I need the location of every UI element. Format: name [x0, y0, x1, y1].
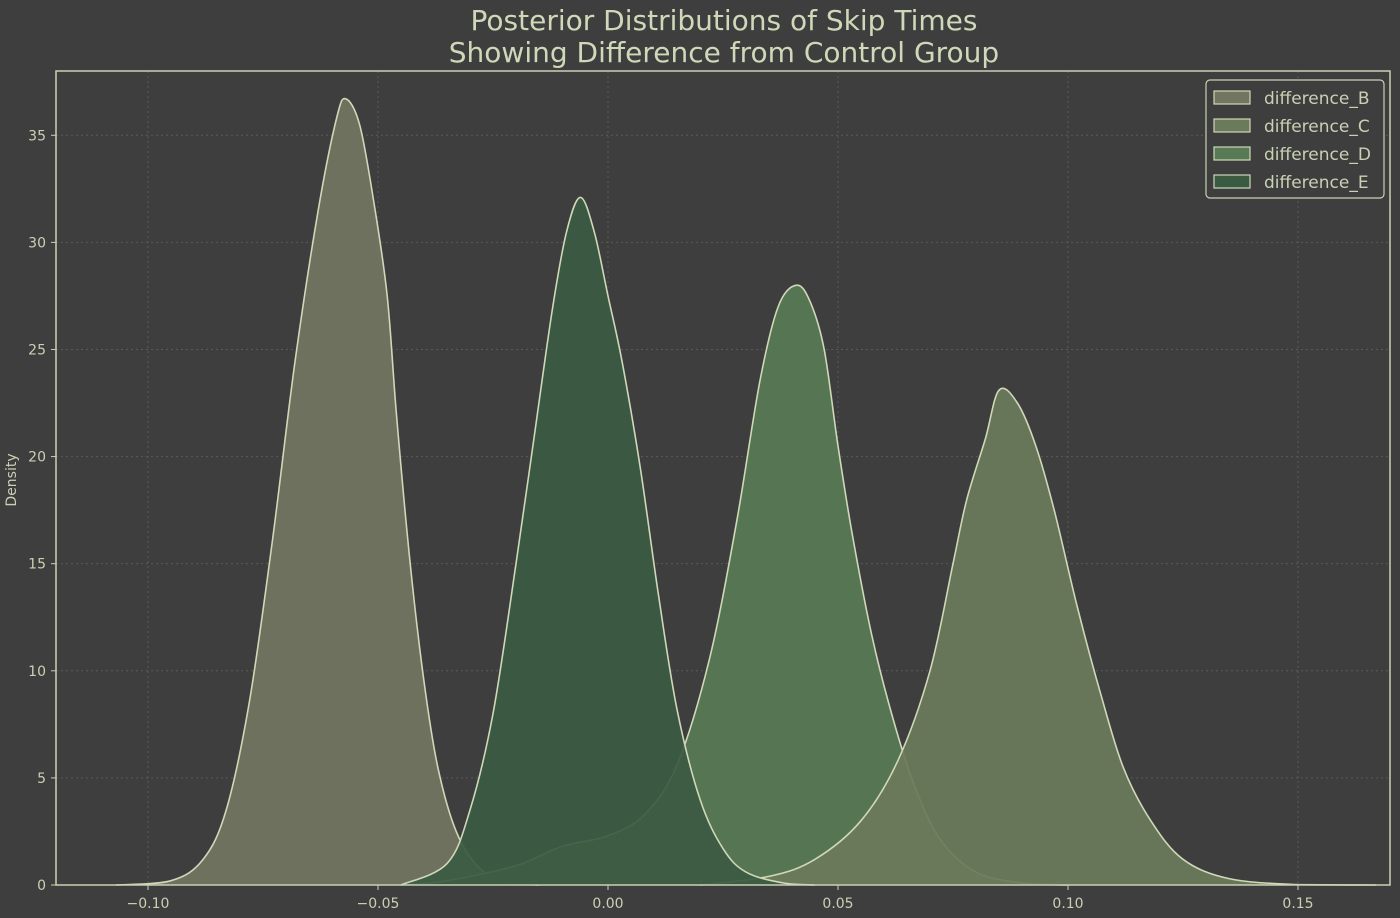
- y-tick-label: 5: [37, 771, 46, 787]
- y-tick-label: 15: [28, 557, 46, 573]
- legend-swatch-difference-e: [1213, 174, 1251, 189]
- y-tick-label: 0: [37, 878, 46, 894]
- y-tick-label: 20: [28, 450, 46, 466]
- line-difference-c: [699, 387, 1377, 886]
- legend-swatch-difference-d: [1213, 146, 1251, 161]
- y-tick-label: 25: [28, 342, 46, 358]
- y-tick-label: 35: [28, 128, 46, 144]
- chart-title-line-2: Showing Difference from Control Group: [449, 36, 999, 69]
- legend: difference_B difference_C difference_Ddiff…: [1205, 79, 1385, 199]
- x-tick-label: 0.10: [1052, 896, 1083, 912]
- y-tick-label: 10: [28, 664, 46, 680]
- legend-label-difference-e: difference_E: [1264, 173, 1369, 193]
- legend-swatch-difference-b: [1213, 90, 1251, 105]
- area-difference-c: [700, 388, 1377, 885]
- x-tick-label: 0.00: [592, 896, 623, 912]
- y-tick-label: 30: [28, 235, 46, 251]
- x-tick-label: 0.05: [822, 896, 853, 912]
- area-difference-b: [115, 98, 540, 885]
- legend-box: [1205, 79, 1385, 199]
- legend-swatch-difference-c: [1213, 118, 1251, 133]
- axis-ticks: −0.10 −0.05 0.00 0.05 0.10 0.15 0 5 10 15 20 25 30 35: [28, 128, 1313, 912]
- area-difference-d: [401, 285, 1068, 886]
- y-axis-label: Density: [4, 453, 20, 506]
- chart-title-line-1: Posterior Distributions of Skip Times: [471, 4, 978, 37]
- series-layer: [115, 97, 1377, 886]
- legend-label-difference-c: difference_C: [1264, 117, 1370, 137]
- line-difference-b: [115, 97, 540, 886]
- x-tick-label: −0.05: [357, 896, 400, 912]
- x-tick-label: −0.10: [127, 896, 170, 912]
- legend-label-difference-d: difference_D: [1264, 145, 1371, 165]
- legend-label-difference-b: difference_B: [1264, 89, 1370, 109]
- plot-frame: [55, 70, 1391, 886]
- x-tick-label: 0.15: [1282, 896, 1313, 912]
- line-difference-e: [400, 196, 816, 886]
- area-difference-e: [401, 197, 815, 885]
